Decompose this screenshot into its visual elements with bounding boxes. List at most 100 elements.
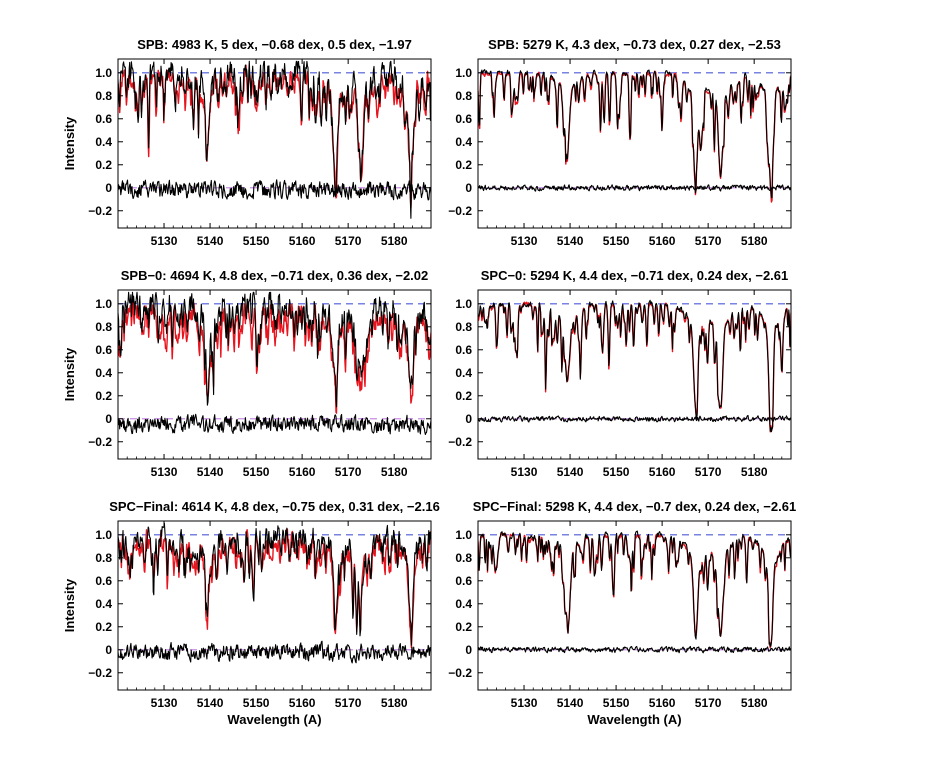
y-tick-label: 1.0 bbox=[455, 66, 472, 80]
x-tick-label: 5150 bbox=[243, 465, 270, 479]
x-tick-label: 5140 bbox=[197, 465, 224, 479]
y-tick-label: 0.6 bbox=[95, 343, 112, 357]
x-axis-label: Wavelength (A) bbox=[227, 712, 321, 727]
y-tick-label: 0.8 bbox=[455, 320, 472, 334]
y-tick-label: 0.2 bbox=[455, 620, 472, 634]
y-tick-label: 0.4 bbox=[95, 597, 112, 611]
x-tick-label: 5180 bbox=[741, 465, 768, 479]
y-tick-label: −0.2 bbox=[448, 435, 472, 449]
x-tick-label: 5180 bbox=[381, 696, 408, 710]
y-tick-label: 0.2 bbox=[455, 158, 472, 172]
y-tick-label: 0.2 bbox=[95, 620, 112, 634]
x-tick-label: 5130 bbox=[151, 465, 178, 479]
residual-series-line bbox=[118, 640, 431, 664]
x-tick-label: 5130 bbox=[151, 234, 178, 248]
y-tick-label: −0.2 bbox=[448, 666, 472, 680]
x-tick-label: 5160 bbox=[649, 234, 676, 248]
x-tick-label: 5150 bbox=[243, 234, 270, 248]
model-series-line bbox=[118, 528, 431, 649]
panel-4: SPC−0: 5294 K, 4.4 dex, −0.71 dex, 0.24 … bbox=[448, 268, 792, 479]
model-series-line bbox=[118, 64, 431, 209]
panel-2: SPB: 5279 K, 4.3 dex, −0.73 dex, 0.27 de… bbox=[448, 37, 792, 248]
y-tick-label: 0 bbox=[465, 181, 472, 195]
x-tick-label: 5180 bbox=[741, 234, 768, 248]
x-tick-label: 5150 bbox=[603, 465, 630, 479]
residual-series-line bbox=[478, 184, 791, 192]
observed-series-line bbox=[478, 530, 791, 647]
y-tick-label: 0.4 bbox=[455, 366, 472, 380]
x-tick-label: 5180 bbox=[381, 234, 408, 248]
y-tick-label: 1.0 bbox=[95, 66, 112, 80]
y-tick-label: 0 bbox=[105, 412, 112, 426]
model-series-line bbox=[118, 300, 431, 414]
x-tick-label: 5140 bbox=[197, 696, 224, 710]
x-tick-label: 5180 bbox=[741, 696, 768, 710]
x-tick-label: 5170 bbox=[335, 465, 362, 479]
panel-6: SPC−Final: 5298 K, 4.4 dex, −0.7 dex, 0.… bbox=[448, 499, 796, 727]
y-axis-label: Intensity bbox=[62, 347, 77, 401]
y-tick-label: 0.4 bbox=[95, 135, 112, 149]
panel-1: SPB: 4983 K, 5 dex, −0.68 dex, 0.5 dex, … bbox=[62, 37, 432, 248]
x-tick-label: 5170 bbox=[335, 696, 362, 710]
y-tick-label: 0.4 bbox=[455, 135, 472, 149]
panel-title: SPB: 5279 K, 4.3 dex, −0.73 dex, 0.27 de… bbox=[488, 37, 781, 52]
y-axis-label: Intensity bbox=[62, 116, 77, 170]
y-tick-label: 1.0 bbox=[455, 528, 472, 542]
panel-title: SPC−Final: 5298 K, 4.4 dex, −0.7 dex, 0.… bbox=[473, 499, 796, 514]
y-tick-label: 0 bbox=[105, 181, 112, 195]
x-tick-label: 5170 bbox=[695, 234, 722, 248]
x-tick-label: 5140 bbox=[197, 234, 224, 248]
residual-series-line bbox=[118, 413, 431, 436]
y-tick-label: 0.4 bbox=[95, 366, 112, 380]
x-tick-label: 5150 bbox=[603, 234, 630, 248]
y-tick-label: 0.6 bbox=[455, 112, 472, 126]
y-tick-label: 0.2 bbox=[95, 389, 112, 403]
observed-series-line bbox=[478, 69, 791, 199]
x-tick-label: 5140 bbox=[557, 696, 584, 710]
residual-series-line bbox=[478, 414, 791, 423]
y-tick-label: 0.6 bbox=[95, 574, 112, 588]
x-tick-label: 5150 bbox=[243, 696, 270, 710]
y-tick-label: 0 bbox=[105, 643, 112, 657]
y-axis-label: Intensity bbox=[62, 578, 77, 632]
y-tick-label: 0.2 bbox=[455, 389, 472, 403]
x-tick-label: 5160 bbox=[649, 465, 676, 479]
y-tick-label: −0.2 bbox=[448, 204, 472, 218]
x-tick-label: 5170 bbox=[695, 465, 722, 479]
plot-area bbox=[118, 60, 431, 219]
plot-area bbox=[478, 69, 791, 203]
plot-area bbox=[118, 522, 431, 664]
y-tick-label: 0.4 bbox=[455, 597, 472, 611]
y-tick-label: −0.2 bbox=[88, 204, 112, 218]
observed-series-line bbox=[478, 299, 791, 433]
x-axis-label: Wavelength (A) bbox=[587, 712, 681, 727]
x-tick-label: 5180 bbox=[381, 465, 408, 479]
x-tick-label: 5160 bbox=[289, 696, 316, 710]
panel-title: SPC−Final: 4614 K, 4.8 dex, −0.75 dex, 0… bbox=[109, 499, 440, 514]
y-tick-label: 1.0 bbox=[455, 297, 472, 311]
residual-series-line bbox=[478, 645, 791, 654]
x-tick-label: 5140 bbox=[557, 465, 584, 479]
x-tick-label: 5140 bbox=[557, 234, 584, 248]
y-tick-label: 1.0 bbox=[95, 297, 112, 311]
observed-series-line bbox=[118, 522, 431, 646]
x-tick-label: 5170 bbox=[695, 696, 722, 710]
y-tick-label: 1.0 bbox=[95, 528, 112, 542]
panel-title: SPB: 4983 K, 5 dex, −0.68 dex, 0.5 dex, … bbox=[137, 37, 412, 52]
y-tick-label: −0.2 bbox=[88, 666, 112, 680]
y-tick-label: 0.6 bbox=[95, 112, 112, 126]
panel-3: SPB−0: 4694 K, 4.8 dex, −0.71 dex, 0.36 … bbox=[62, 268, 432, 479]
y-tick-label: 0.8 bbox=[95, 551, 112, 565]
y-tick-label: 0.6 bbox=[455, 574, 472, 588]
panel-title: SPB−0: 4694 K, 4.8 dex, −0.71 dex, 0.36 … bbox=[121, 268, 429, 283]
panel-title: SPC−0: 5294 K, 4.4 dex, −0.71 dex, 0.24 … bbox=[481, 268, 789, 283]
y-tick-label: 0.8 bbox=[455, 89, 472, 103]
y-tick-label: −0.2 bbox=[88, 435, 112, 449]
x-tick-label: 5150 bbox=[603, 696, 630, 710]
observed-series-line bbox=[118, 291, 431, 408]
panel-5: SPC−Final: 4614 K, 4.8 dex, −0.75 dex, 0… bbox=[62, 499, 440, 727]
y-tick-label: 0.8 bbox=[455, 551, 472, 565]
plot-area bbox=[478, 530, 791, 654]
y-tick-label: 0.8 bbox=[95, 320, 112, 334]
